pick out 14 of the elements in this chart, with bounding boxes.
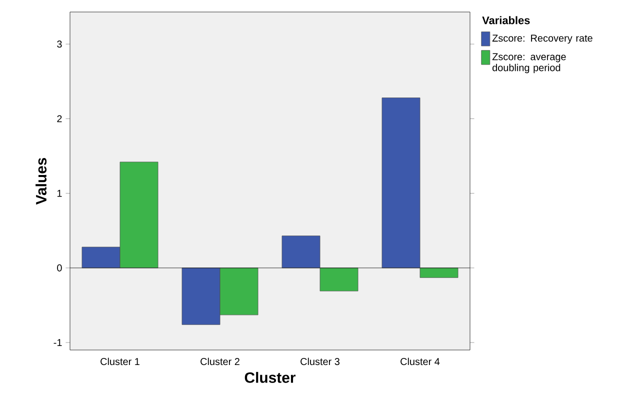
y-tick-label: 1: [57, 190, 62, 197]
x-tick-label: Cluster 1: [100, 358, 140, 366]
legend-label: Zscore: average doubling period: [492, 53, 566, 74]
y-tick-label: 3: [57, 40, 62, 48]
x-tick-label: Cluster 4: [400, 358, 440, 366]
legend-label: Zscore: Recovery rate: [492, 34, 592, 44]
x-tick-label: Cluster 2: [200, 358, 240, 366]
y-tick-label: -1: [54, 339, 62, 346]
y-tick-label: 0: [57, 264, 62, 272]
y-tick-label: 2: [57, 115, 62, 122]
legend-title: Variables: [482, 16, 530, 24]
x-tick-label: Cluster 3: [300, 358, 340, 366]
y-axis-title: Values: [36, 158, 47, 205]
x-axis-title: Cluster: [244, 372, 296, 383]
